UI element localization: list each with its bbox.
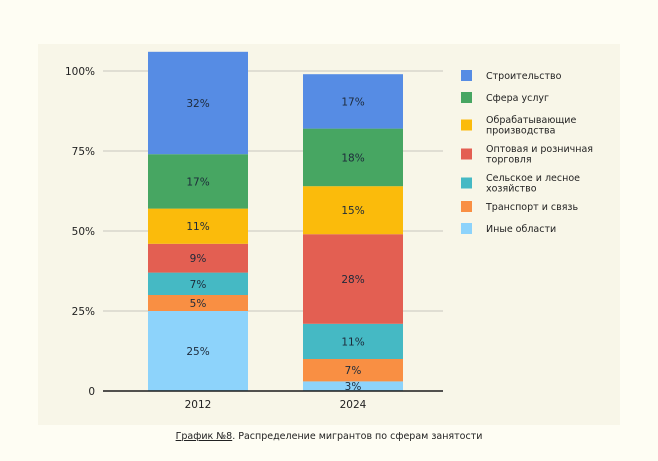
- legend-label: Сфера услуг: [486, 93, 549, 104]
- x-tick-label: 2024: [340, 399, 367, 411]
- data-label: 7%: [190, 279, 207, 291]
- data-label: 17%: [341, 96, 364, 108]
- bar-segment: [303, 381, 403, 391]
- legend-label: производства: [486, 126, 555, 137]
- legend-label: Сельское и лесное: [486, 173, 580, 184]
- legend-label: хозяйство: [486, 184, 537, 195]
- legend-swatch: [461, 148, 472, 160]
- bar-segment: [148, 243, 248, 273]
- bar-segment: [148, 154, 248, 209]
- data-label: 9%: [190, 253, 207, 265]
- legend-label: Оптовая и розничная: [486, 144, 593, 155]
- legend-swatch: [461, 92, 472, 103]
- data-label: 18%: [341, 152, 364, 164]
- legend-swatch: [461, 119, 472, 131]
- caption-prefix: График №8: [175, 431, 233, 442]
- data-label: 28%: [341, 274, 364, 286]
- chart-caption: График №8. Распределение мигрантов по сф…: [0, 431, 658, 442]
- legend-swatch: [461, 223, 472, 234]
- y-tick-label: 50%: [72, 226, 95, 238]
- bar-segment: [303, 186, 403, 235]
- data-label: 11%: [186, 221, 209, 233]
- bar-segment: [303, 234, 403, 324]
- bar-segment: [148, 295, 248, 311]
- legend-swatch: [461, 177, 472, 189]
- legend-swatch: [461, 201, 472, 212]
- data-label: 7%: [345, 365, 362, 377]
- y-tick-label: 100%: [65, 66, 95, 78]
- bar-segment: [303, 74, 403, 129]
- bar-segment: [148, 272, 248, 295]
- data-label: 3%: [345, 381, 362, 393]
- bar-segment: [303, 128, 403, 187]
- caption-text: . Распределение мигрантов по сферам заня…: [232, 431, 483, 442]
- legend-label: Обрабатывающие: [486, 115, 576, 126]
- y-tick-label: 0: [88, 386, 95, 398]
- y-tick-label: 25%: [72, 306, 95, 318]
- bar-segment: [303, 359, 403, 382]
- data-label: 5%: [190, 298, 207, 310]
- bar-segment: [148, 208, 248, 244]
- data-label: 32%: [186, 98, 209, 110]
- x-tick-label: 2012: [185, 399, 212, 411]
- data-label: 17%: [186, 176, 209, 188]
- bar-segment: [303, 323, 403, 359]
- legend-label: торговля: [486, 155, 532, 166]
- legend-swatch: [461, 70, 472, 81]
- y-tick-label: 75%: [72, 146, 95, 158]
- legend-label: Транспорт и связь: [485, 202, 578, 213]
- legend-label: Строительство: [486, 71, 562, 82]
- data-label: 15%: [341, 205, 364, 217]
- bar-segment: [148, 51, 248, 155]
- data-label: 25%: [186, 346, 209, 358]
- legend-label: Иные области: [486, 224, 556, 235]
- data-label: 11%: [341, 336, 364, 348]
- bar-segment: [148, 311, 248, 391]
